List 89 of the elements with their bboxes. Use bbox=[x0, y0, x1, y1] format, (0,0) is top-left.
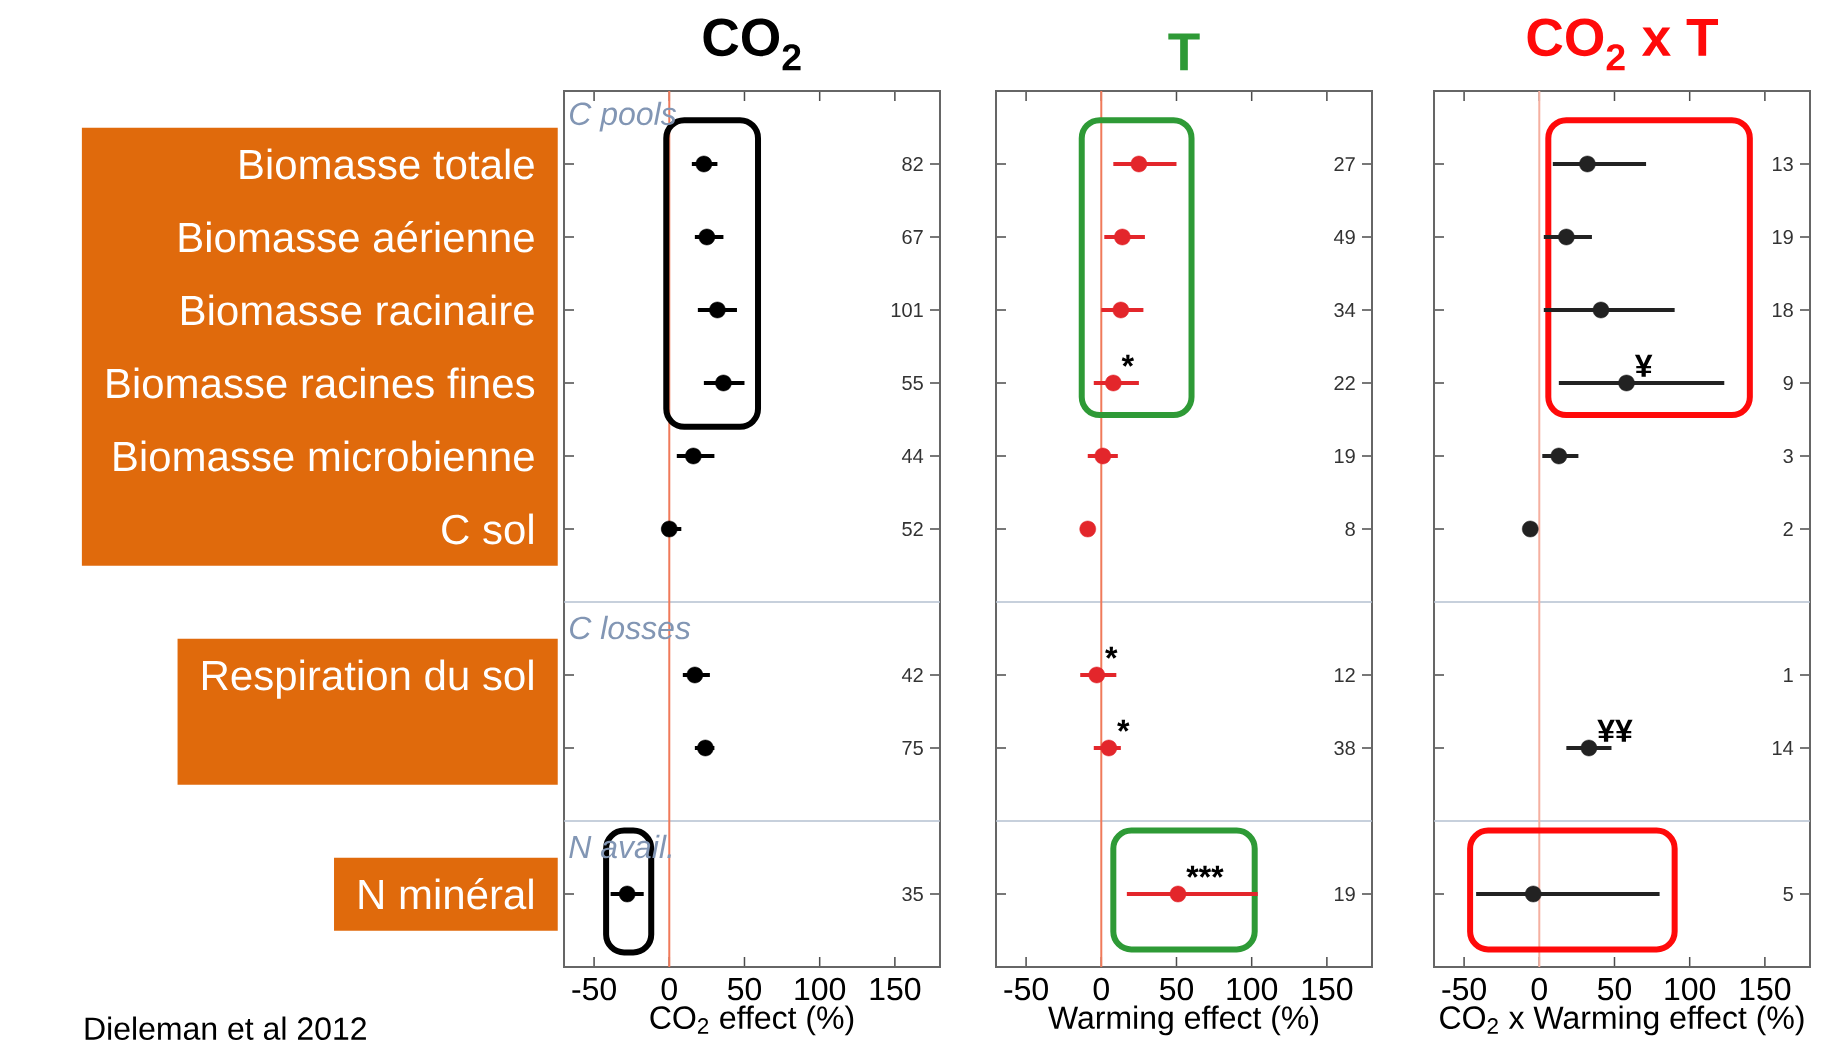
y2-tick-label: 9 bbox=[1783, 375, 1793, 391]
y2-tick-label: 38 bbox=[1334, 740, 1355, 756]
point bbox=[1550, 447, 1568, 465]
data-label: * bbox=[1105, 646, 1118, 659]
x-tick-label: 100 bbox=[1227, 977, 1278, 1001]
x-axis-title: CO$_{2}$ x Warming effect (%) bbox=[1440, 1005, 1804, 1036]
y-tick-label: Biomasse totale bbox=[240, 148, 534, 180]
point bbox=[618, 885, 636, 903]
x-axis-title: Warming effect (%) bbox=[1048, 1005, 1319, 1036]
point bbox=[697, 739, 714, 757]
chart-title: CO$_{2}$ x T bbox=[1527, 18, 1719, 71]
x-tick-label: 0 bbox=[1531, 977, 1547, 1001]
data-label: * bbox=[1121, 354, 1135, 367]
point bbox=[1100, 739, 1118, 757]
y2-tick-label: 19 bbox=[1773, 229, 1793, 245]
point bbox=[1558, 228, 1575, 246]
y-tick-label: Biomasse aérienne bbox=[179, 221, 534, 253]
point bbox=[686, 666, 704, 684]
point bbox=[1105, 374, 1122, 392]
y2-tick-label: 101 bbox=[891, 302, 923, 318]
y2-tick-label: 1 bbox=[1784, 668, 1793, 682]
x-tick-label: 0 bbox=[661, 977, 677, 1001]
y-tick-label: Biomasse racines fines bbox=[107, 367, 535, 399]
x-tick-label: 50 bbox=[1597, 977, 1632, 1001]
point bbox=[685, 447, 702, 465]
y2-tick-label: 13 bbox=[1773, 156, 1793, 172]
y2-tick-label: 35 bbox=[902, 886, 923, 902]
y2-tick-label: 19 bbox=[1335, 886, 1355, 902]
point bbox=[1618, 374, 1635, 392]
data-label: ¥¥ bbox=[1597, 719, 1633, 742]
x-tick-label: -50 bbox=[572, 977, 616, 1001]
y2-tick-label: 14 bbox=[1773, 741, 1794, 755]
y2-tick-label: 55 bbox=[902, 376, 923, 390]
data-label: * bbox=[1117, 719, 1130, 732]
y2-tick-label: 3 bbox=[1783, 448, 1793, 464]
x-tick-label: 100 bbox=[795, 977, 846, 1001]
y-tick-label: C sol bbox=[442, 513, 533, 545]
point bbox=[1522, 520, 1539, 538]
point bbox=[1592, 301, 1610, 319]
point bbox=[1094, 447, 1112, 465]
y2-tick-label: 42 bbox=[901, 668, 923, 682]
data-label: *** bbox=[1186, 865, 1224, 878]
y-tick-label: Biomasse microbienne bbox=[114, 440, 534, 472]
x-tick-label: 0 bbox=[1093, 977, 1109, 1001]
x-tick-label: 150 bbox=[1302, 977, 1353, 1001]
x-tick-label: -50 bbox=[1004, 977, 1048, 1001]
point bbox=[698, 228, 716, 246]
y2-tick-label: 67 bbox=[902, 229, 923, 245]
y2-tick-label: 34 bbox=[1334, 302, 1356, 318]
point bbox=[1580, 739, 1598, 757]
point bbox=[1088, 666, 1106, 684]
y2-tick-label: 52 bbox=[902, 521, 923, 537]
y2-tick-label: 2 bbox=[1783, 522, 1793, 536]
y2-tick-label: 8 bbox=[1345, 521, 1355, 537]
point bbox=[1112, 301, 1130, 319]
point bbox=[1114, 228, 1131, 246]
x-tick-label: 100 bbox=[1665, 977, 1716, 1001]
point bbox=[1525, 885, 1542, 903]
chart-title: T bbox=[1168, 33, 1200, 71]
y-tick-label: Biomasse racinaire bbox=[182, 294, 534, 326]
y2-tick-label: 12 bbox=[1335, 668, 1355, 682]
x-tick-label: 50 bbox=[1159, 977, 1194, 1001]
x-tick-label: -50 bbox=[1442, 977, 1486, 1001]
point bbox=[1079, 520, 1097, 538]
y-tick-label: N minéral bbox=[359, 878, 533, 910]
y2-tick-label: 44 bbox=[901, 449, 924, 463]
point bbox=[695, 155, 713, 173]
point bbox=[709, 301, 726, 319]
point bbox=[715, 374, 732, 392]
point bbox=[1169, 885, 1187, 903]
y2-tick-label: 27 bbox=[1334, 157, 1355, 171]
point bbox=[661, 520, 678, 538]
x-tick-label: 150 bbox=[1740, 977, 1791, 1001]
y2-tick-label: 49 bbox=[1333, 229, 1355, 245]
y2-tick-label: 22 bbox=[1334, 376, 1355, 390]
y2-tick-label: 82 bbox=[902, 156, 923, 172]
y2-tick-label: 5 bbox=[1783, 887, 1793, 901]
chart-title: CO$_{2}$ bbox=[703, 18, 801, 71]
point bbox=[1579, 155, 1596, 173]
y-tick-label: Respiration du sol bbox=[203, 659, 533, 699]
point bbox=[1130, 155, 1148, 173]
y2-tick-label: 19 bbox=[1335, 448, 1355, 464]
x-tick-label: 150 bbox=[870, 977, 921, 1001]
data-label: ¥ bbox=[1634, 354, 1653, 377]
y2-tick-label: 75 bbox=[902, 741, 923, 755]
x-tick-label: 50 bbox=[727, 977, 762, 1001]
y2-tick-label: 18 bbox=[1773, 302, 1793, 318]
text: Dieleman et al 2012 bbox=[85, 1016, 366, 1041]
x-axis-title: CO$_{2}$ effect (%) bbox=[650, 1005, 854, 1036]
